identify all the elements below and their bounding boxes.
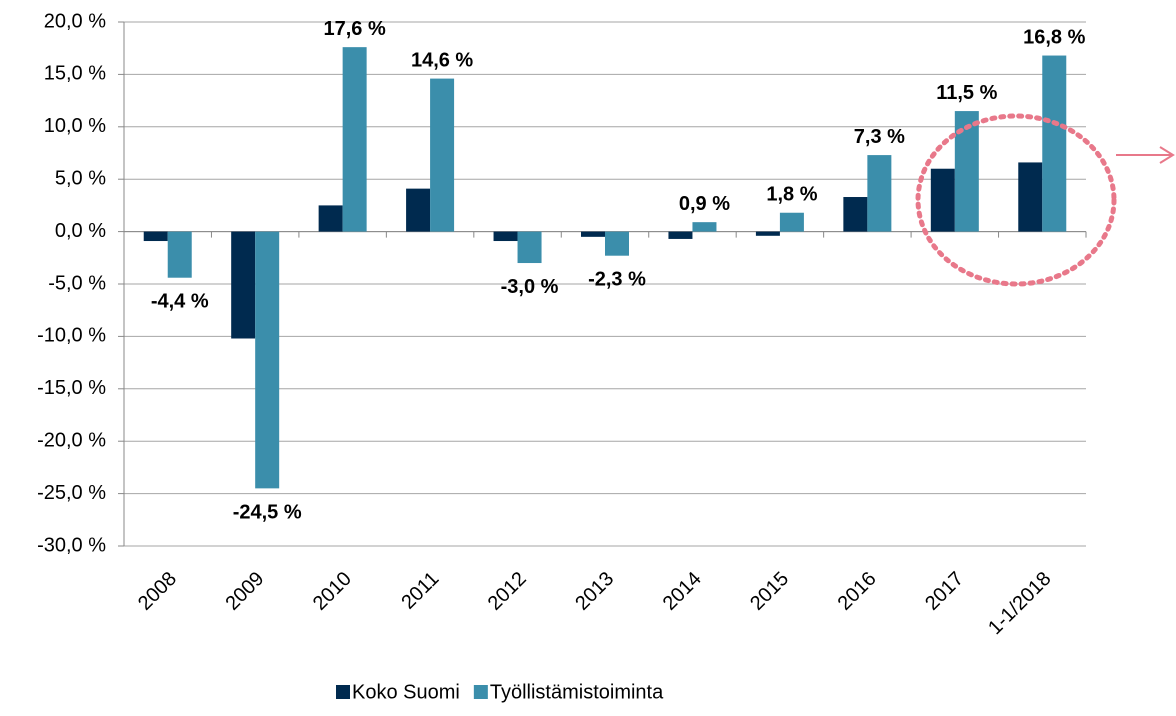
- value-label: 0,9 %: [679, 193, 730, 215]
- value-label: -24,5 %: [233, 501, 302, 523]
- y-tick-label: -10,0 %: [37, 325, 106, 347]
- value-label: 7,3 %: [854, 126, 905, 148]
- y-tick-label: 10,0 %: [44, 115, 106, 137]
- value-label: -2,3 %: [588, 269, 646, 291]
- x-tick-label: 2017: [921, 568, 968, 615]
- x-tick-label: 2016: [834, 568, 881, 615]
- x-tick-label: 2010: [309, 568, 356, 615]
- bar: [692, 222, 717, 232]
- y-tick-label: 20,0 %: [44, 10, 106, 32]
- bar: [930, 168, 955, 232]
- y-tick-label: -20,0 %: [37, 429, 106, 451]
- bar: [843, 197, 868, 232]
- bar: [755, 231, 780, 236]
- value-label: 1,8 %: [766, 184, 817, 206]
- plot: -30,0 % -25,0 % -20,0 % -15,0 % -10,0 % -5,0 …: [37, 10, 1087, 703]
- bar: [406, 188, 431, 232]
- bar: [318, 205, 343, 232]
- x-tick-label: 2014: [659, 568, 706, 615]
- legend-swatch: [473, 685, 488, 699]
- y-tick-label: 15,0 %: [44, 63, 106, 85]
- x-tick-label: 2013: [571, 568, 618, 615]
- y-tick-label: -30,0 %: [37, 534, 106, 556]
- bar: [867, 155, 892, 232]
- bar: [167, 231, 192, 278]
- bar: [668, 231, 693, 239]
- bar: [605, 231, 629, 256]
- value-label: 16,8 %: [1023, 27, 1085, 49]
- bar: [581, 231, 605, 237]
- bar: [430, 78, 455, 232]
- y-tick-label: -25,0 %: [37, 482, 106, 504]
- legend-label: Koko Suomi: [352, 681, 460, 703]
- x-tick-label: 2008: [134, 568, 181, 615]
- legend-swatch: [336, 685, 350, 699]
- y-tick-label: 0,0 %: [55, 220, 106, 242]
- x-tick-label: 2012: [484, 568, 531, 615]
- x-tick-label: 1-1/2018: [984, 568, 1055, 639]
- y-tick-label: 5,0 %: [55, 167, 106, 189]
- bar: [493, 231, 518, 242]
- bar: [342, 47, 367, 232]
- highlight-circle: [915, 113, 1117, 287]
- bar: [143, 231, 168, 242]
- value-label: -4,4 %: [151, 291, 209, 313]
- bar: [1018, 162, 1043, 232]
- x-tick-label: 2015: [746, 568, 793, 615]
- value-label: 14,6 %: [411, 50, 473, 72]
- bar: [1042, 55, 1067, 232]
- bar: [255, 231, 280, 489]
- bar: [231, 231, 256, 339]
- value-label: 11,5 %: [936, 82, 997, 104]
- y-tick-label: -15,0 %: [37, 377, 106, 399]
- x-tick-label: 2011: [397, 568, 443, 614]
- value-label: -3,0 %: [501, 276, 559, 298]
- legend-label: Työllistämistoiminta: [490, 681, 664, 703]
- bar: [779, 212, 804, 232]
- arrow-head: [1159, 146, 1175, 164]
- value-label: 17,6 %: [324, 18, 386, 40]
- y-tick-label: -5,0 %: [48, 272, 106, 294]
- x-tick-label: 2009: [221, 568, 268, 615]
- bar: [517, 231, 542, 264]
